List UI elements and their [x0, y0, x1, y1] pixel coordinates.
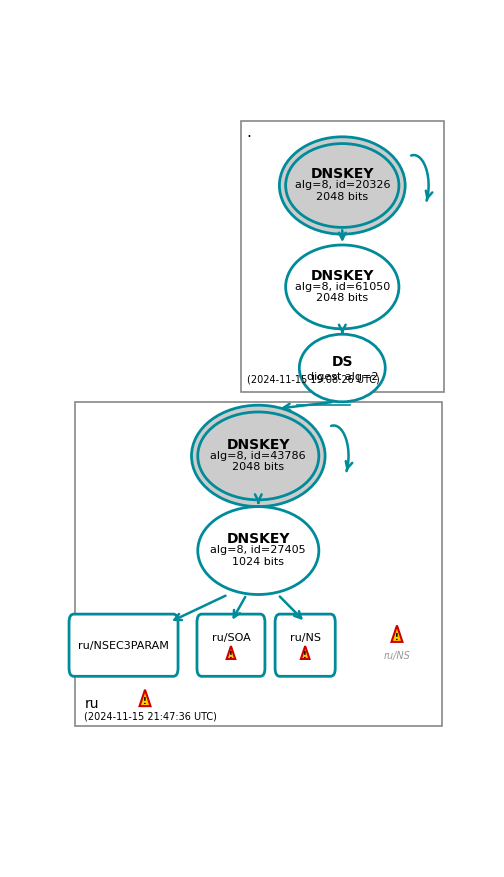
Text: !: !	[395, 632, 399, 641]
Ellipse shape	[192, 406, 325, 507]
Bar	[241, 122, 444, 392]
Text: DNSKEY: DNSKEY	[310, 168, 374, 182]
Text: alg=8, id=43786: alg=8, id=43786	[211, 450, 306, 460]
Text: 2048 bits: 2048 bits	[316, 293, 368, 303]
Text: alg=8, id=27405: alg=8, id=27405	[211, 545, 306, 554]
Ellipse shape	[198, 412, 319, 500]
FancyBboxPatch shape	[275, 615, 335, 676]
Text: DNSKEY: DNSKEY	[310, 268, 374, 282]
Text: !: !	[143, 696, 147, 705]
Text: 2048 bits: 2048 bits	[316, 191, 368, 202]
Polygon shape	[392, 626, 402, 642]
Ellipse shape	[299, 335, 385, 403]
FancyBboxPatch shape	[197, 615, 265, 676]
Text: ru/NSEC3PARAM: ru/NSEC3PARAM	[78, 640, 169, 651]
Text: (2024-11-15 19:08:26 UTC): (2024-11-15 19:08:26 UTC)	[246, 374, 380, 384]
Text: digest alg=2: digest alg=2	[306, 372, 378, 381]
Ellipse shape	[286, 246, 399, 330]
Text: (2024-11-15 21:47:36 UTC): (2024-11-15 21:47:36 UTC)	[85, 710, 217, 721]
FancyBboxPatch shape	[69, 615, 178, 676]
Text: DNSKEY: DNSKEY	[227, 438, 290, 452]
Ellipse shape	[279, 138, 405, 235]
Polygon shape	[140, 690, 151, 706]
Polygon shape	[301, 646, 309, 660]
Text: 2048 bits: 2048 bits	[232, 461, 284, 472]
Text: ru/NS: ru/NS	[384, 651, 410, 660]
Ellipse shape	[286, 145, 399, 228]
Text: !: !	[229, 650, 233, 660]
Text: !: !	[303, 650, 307, 660]
Polygon shape	[227, 646, 235, 660]
Text: .: .	[246, 125, 251, 139]
Text: 1024 bits: 1024 bits	[232, 556, 284, 566]
Ellipse shape	[198, 507, 319, 595]
Text: DS: DS	[332, 355, 353, 369]
Text: DNSKEY: DNSKEY	[227, 531, 290, 545]
Text: ru/NS: ru/NS	[290, 632, 321, 642]
Text: ru/SOA: ru/SOA	[212, 632, 250, 642]
Text: alg=8, id=61050: alg=8, id=61050	[295, 282, 390, 291]
Text: ru: ru	[85, 695, 99, 709]
Bar	[75, 403, 442, 726]
Text: alg=8, id=20326: alg=8, id=20326	[294, 180, 390, 190]
